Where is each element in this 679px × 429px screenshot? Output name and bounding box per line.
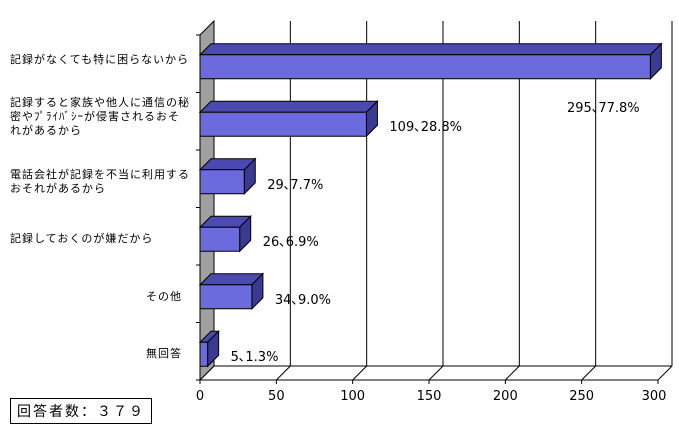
floor-line-250: [581, 365, 597, 381]
floor-line-300: [657, 365, 673, 381]
floor-line-200: [504, 365, 520, 381]
bar-top-0: [198, 43, 663, 56]
bar-0: [199, 54, 651, 80]
category-label: 記録すると家族や他人に通信の秘密やﾌﾟﾗｲﾊﾞｼｰが侵害されるおそれがあるから: [10, 96, 190, 138]
data-label: 109､28.8%: [389, 120, 463, 136]
bar-top-1: [198, 100, 379, 113]
bar-1: [199, 111, 367, 137]
bar-3: [199, 226, 241, 252]
x-tick-label: 50: [268, 389, 285, 404]
floor-line-50: [275, 365, 291, 381]
x-tick-label: 300: [641, 389, 667, 404]
data-label: 295､77.8%: [567, 100, 640, 116]
x-tick-label: 100: [340, 389, 366, 404]
floor-line-100: [352, 365, 368, 381]
x-tick-label: 0: [195, 389, 205, 404]
category-label: その他: [146, 289, 182, 303]
data-label: 5､1.3%: [230, 350, 279, 366]
x-tick-label: 250: [569, 389, 595, 404]
respondent-count-box: 回答者数：３７９: [10, 398, 152, 424]
data-label: 34､9.0%: [274, 292, 331, 308]
x-tick-label: 150: [416, 389, 442, 404]
category-label: 記録がなくても特に困らないから: [10, 52, 190, 66]
floor-line-150: [428, 365, 444, 381]
data-label: 29､7.7%: [267, 177, 324, 193]
data-label: 26､6.9%: [262, 235, 319, 251]
category-label: 無回答: [146, 347, 182, 361]
bar-4: [199, 284, 253, 310]
category-label: 記録しておくのが嫌だから: [10, 232, 154, 246]
category-label: 電話会社が記録を不当に利用するおそれがあるから: [10, 167, 190, 195]
bar-2: [199, 169, 245, 195]
x-tick-label: 200: [492, 389, 518, 404]
bar-5: [199, 341, 209, 367]
